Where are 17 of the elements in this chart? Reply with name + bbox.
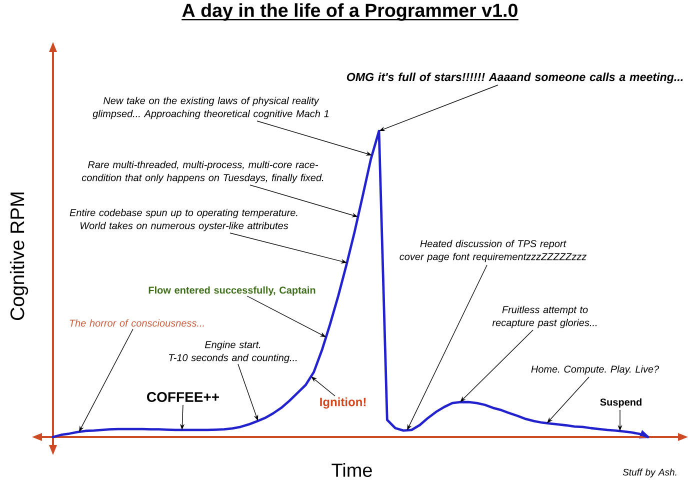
text: OMG it's full of stars!!!!!! Aaaand someone calls a meeting... [346, 72, 683, 84]
annotation: Home. Compute. Play. Live? [531, 365, 660, 375]
annotation: Flow entered successfully, Captain [148, 286, 316, 296]
x-axis-title: Time [332, 463, 372, 477]
annotation: Heated discussion of TPS report cover page font requirementzzzZZZZZzzz [400, 240, 586, 262]
annotation: Entire codebase spun up to operating temperature. World takes on numerous oyster-like attributes [70, 208, 298, 232]
annotation: COFFEE++ [147, 392, 220, 402]
annotation: Ignition! [320, 397, 366, 409]
annotation: Rare multi-threaded, multi-process, multi-core race- condition that only happens on Tuesdays, finally fixed. [82, 160, 324, 184]
annotation: Suspend [600, 398, 642, 408]
y-axis-title: Cognitive RPM [10, 192, 28, 320]
annotation: Engine start. T-10 seconds and counting... [169, 340, 297, 364]
annotation: Fruitless attempt to recapture past glories... [492, 306, 597, 328]
text: Stuff by Ash. [622, 468, 676, 478]
annotation: The horror of consciousness... [70, 319, 204, 327]
text: New take on the existing laws of physical reality glimpsed... Approaching theoretical cognitive Mach 1 [92, 96, 329, 120]
chart-title: A day in the life of a Programmer v1.0 [182, 3, 518, 21]
